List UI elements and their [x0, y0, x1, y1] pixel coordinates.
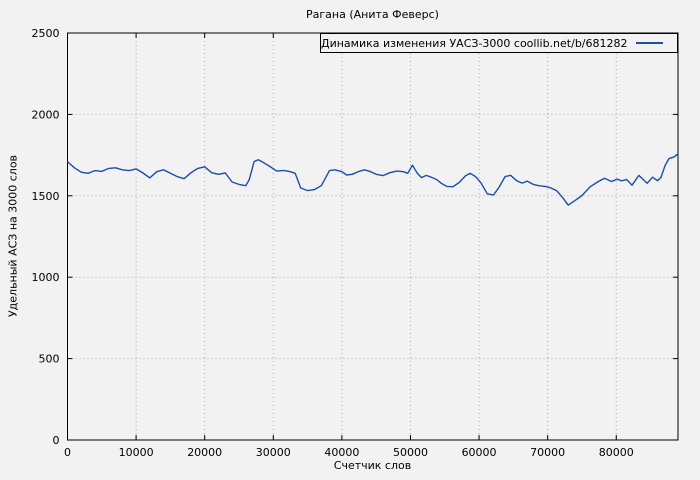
- legend-box: Динамика изменения УАСЗ-3000 coollib.net…: [320, 33, 678, 53]
- y-tick-label: 2500: [32, 27, 60, 40]
- x-tick-label: 40000: [324, 446, 359, 459]
- y-axis-label: Удельный АСЗ на 3000 слов: [6, 154, 20, 318]
- y-tick-label: 500: [39, 353, 60, 366]
- x-axis-label: Счетчик слов: [333, 459, 412, 472]
- x-tick-label: 0: [64, 446, 71, 459]
- x-tick-label: 80000: [599, 446, 634, 459]
- y-tick-label: 1000: [32, 271, 60, 284]
- x-tick-label: 70000: [530, 446, 565, 459]
- x-tick-label: 30000: [256, 446, 291, 459]
- y-tick-label: 2000: [32, 108, 60, 121]
- legend-series-label: Динамика изменения УАСЗ-3000 coollib.net…: [321, 36, 628, 50]
- x-tick-label: 60000: [462, 446, 497, 459]
- legend-line-sample: [635, 42, 663, 44]
- series-line: [67, 153, 678, 206]
- y-tick-label: 1500: [32, 190, 60, 203]
- y-tick-label: 0: [53, 434, 60, 447]
- x-tick-label: 20000: [187, 446, 222, 459]
- x-tick-label: 50000: [393, 446, 428, 459]
- plot-border: [67, 32, 679, 441]
- x-tick-label: 10000: [119, 446, 154, 459]
- chart-title: Рагана (Анита Феверс): [306, 8, 439, 21]
